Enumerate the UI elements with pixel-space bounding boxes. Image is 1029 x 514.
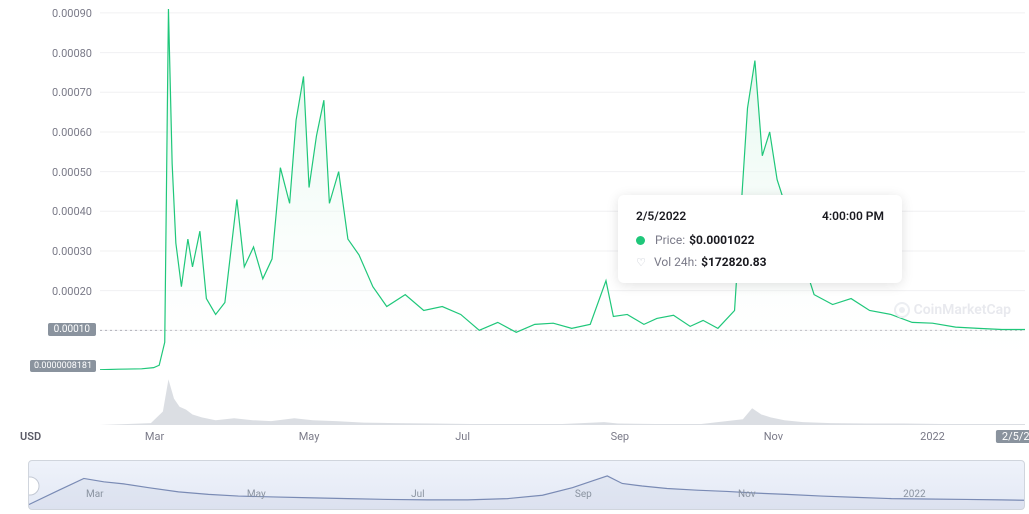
dot-icon (636, 236, 645, 245)
y-origin-badge: 0.0000008181 (30, 360, 96, 372)
range-tick-label: 2022 (903, 489, 925, 500)
x-current-badge: 2/5/2022 (996, 430, 1029, 443)
y-current-badge: 0.00010 (48, 323, 96, 336)
x-tick-label: 2022 (920, 430, 945, 443)
y-axis: 0.00090 0.00080 0.00070 0.00060 0.00050 0.000… (0, 5, 98, 370)
volume-chart-svg (100, 375, 1025, 425)
tooltip-price-label: Price: (655, 233, 685, 247)
range-tick-label: Sep (575, 489, 592, 500)
range-selector[interactable]: Mar May Jul Sep Nov 2022 (28, 460, 1025, 510)
currency-label: USD (20, 430, 41, 443)
tooltip-time: 4:00:00 PM (822, 209, 884, 223)
tooltip-vol-label: Vol 24h: (654, 255, 697, 269)
y-tick-label: 0.00060 (52, 126, 92, 139)
x-tick-label: Jul (455, 430, 470, 443)
x-tick-label: Nov (764, 430, 783, 443)
x-tick-label: Sep (611, 430, 630, 443)
range-tick-label: Nov (738, 489, 756, 500)
tooltip-price-row: Price: $0.0001022 (636, 233, 884, 247)
x-tick-label: May (299, 430, 320, 443)
y-tick-label: 0.00080 (52, 47, 92, 60)
range-tick-label: Mar (86, 489, 104, 500)
tooltip-date: 2/5/2022 (636, 209, 686, 223)
range-tick-label: Jul (411, 489, 424, 500)
tooltip-vol-value: $172820.83 (701, 255, 766, 269)
heart-icon: ♡ (636, 257, 646, 267)
price-chart[interactable] (100, 5, 1025, 370)
watermark-logo-icon (894, 302, 910, 318)
tooltip-price-value: $0.0001022 (689, 233, 754, 247)
y-tick-label: 0.00030 (52, 245, 92, 258)
y-tick-label: 0.00050 (52, 166, 92, 179)
y-tick-label: 0.00090 (52, 7, 92, 20)
hover-tooltip: 2/5/2022 4:00:00 PM Price: $0.0001022 ♡ … (618, 195, 902, 283)
watermark-text: CoinMarketCap (914, 302, 1011, 318)
volume-chart (100, 375, 1025, 425)
price-chart-svg (100, 5, 1025, 370)
tooltip-vol-row: ♡ Vol 24h: $172820.83 (636, 255, 884, 269)
y-tick-label: 0.00020 (52, 285, 92, 298)
watermark: CoinMarketCap (894, 302, 1011, 318)
range-selector-svg (29, 461, 1025, 510)
x-tick-label: Mar (145, 430, 164, 443)
range-tick-label: May (247, 489, 266, 500)
y-tick-label: 0.00070 (52, 86, 92, 99)
x-axis: MarMayJulSepNov20222/5/2022 (100, 430, 1025, 450)
y-tick-label: 0.00040 (52, 205, 92, 218)
